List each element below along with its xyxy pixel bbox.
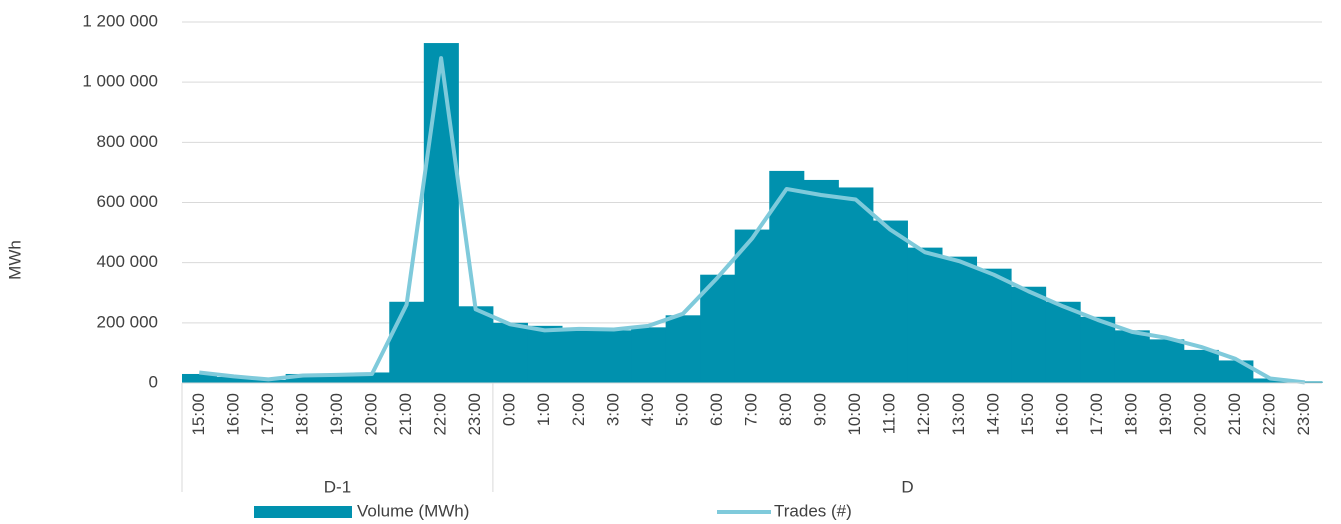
group-label: D [901, 477, 913, 496]
bar [1252, 378, 1288, 383]
legend-label: Volume (MWh) [357, 501, 469, 520]
x-tick-label: 5:00 [672, 393, 691, 426]
bar [458, 306, 494, 383]
bar [1080, 316, 1116, 383]
x-tick-label: 22:00 [431, 393, 450, 436]
x-tick-label: 17:00 [1087, 393, 1106, 436]
x-tick-label: 3:00 [603, 393, 622, 426]
bar [769, 170, 805, 383]
x-tick-label: 1:00 [534, 393, 553, 426]
bar [320, 373, 356, 383]
x-tick-label: 14:00 [983, 393, 1002, 436]
y-tick-label: 800 000 [97, 132, 158, 151]
bar [1114, 330, 1150, 383]
bar [631, 327, 667, 383]
x-tick-label: 7:00 [741, 393, 760, 426]
y-tick-label: 0 [149, 372, 158, 391]
x-tick-label: 8:00 [776, 393, 795, 426]
y-tick-label: 1 200 000 [82, 11, 158, 30]
x-tick-label: 19:00 [327, 393, 346, 436]
x-tick-label: 16:00 [1052, 393, 1071, 436]
group-label: D-1 [324, 477, 351, 496]
bar [734, 229, 770, 383]
y-tick-label: 1 000 000 [82, 72, 158, 91]
x-tick-label: 6:00 [707, 393, 726, 426]
x-tick-label: 13:00 [949, 393, 968, 436]
bar [700, 274, 736, 383]
bar [665, 315, 701, 383]
legend-swatch [254, 506, 352, 518]
y-tick-label: 600 000 [97, 192, 158, 211]
bar [389, 301, 425, 383]
x-tick-label: 12:00 [914, 393, 933, 436]
bar [803, 179, 839, 383]
x-tick-label: 10:00 [845, 393, 864, 436]
bar [285, 373, 321, 383]
x-tick-label: 20:00 [1191, 393, 1210, 436]
x-tick-label: 9:00 [811, 393, 830, 426]
bar [1045, 301, 1081, 383]
x-tick-label: 18:00 [1121, 393, 1140, 436]
bar [838, 187, 874, 383]
x-tick-label: 18:00 [292, 393, 311, 436]
bar [527, 325, 563, 383]
x-tick-label: 19:00 [1156, 393, 1175, 436]
bar [872, 220, 908, 383]
x-tick-label: 23:00 [1294, 393, 1313, 436]
y-tick-label: 200 000 [97, 312, 158, 331]
x-tick-label: 23:00 [465, 393, 484, 436]
bar [354, 372, 390, 383]
bar [182, 373, 218, 383]
x-tick-label: 0:00 [500, 393, 519, 426]
y-tick-label: 400 000 [97, 252, 158, 271]
bar [423, 43, 459, 383]
bar [562, 328, 598, 383]
bar [1149, 339, 1185, 383]
x-tick-label: 21:00 [396, 393, 415, 436]
bar [596, 330, 632, 383]
x-tick-label: 21:00 [1225, 393, 1244, 436]
x-tick-label: 17:00 [258, 393, 277, 436]
x-tick-label: 11:00 [880, 393, 899, 434]
y-axis-label: MWh [5, 240, 24, 280]
bar [942, 256, 978, 383]
x-tick-label: 20:00 [361, 393, 380, 436]
bar [1287, 381, 1323, 383]
bar [492, 322, 528, 383]
x-tick-label: 16:00 [223, 393, 242, 436]
bar [251, 379, 287, 383]
bar [976, 268, 1012, 383]
bar [907, 247, 943, 383]
bar [216, 376, 252, 383]
legend-label: Trades (#) [774, 501, 852, 520]
x-tick-label: 2:00 [569, 393, 588, 426]
x-tick-label: 15:00 [1018, 393, 1037, 436]
bar [1011, 286, 1047, 383]
line [199, 56, 1305, 385]
x-tick-label: 15:00 [189, 393, 208, 436]
x-tick-label: 4:00 [638, 393, 657, 426]
bar [1183, 349, 1219, 383]
x-tick-label: 22:00 [1260, 393, 1279, 436]
